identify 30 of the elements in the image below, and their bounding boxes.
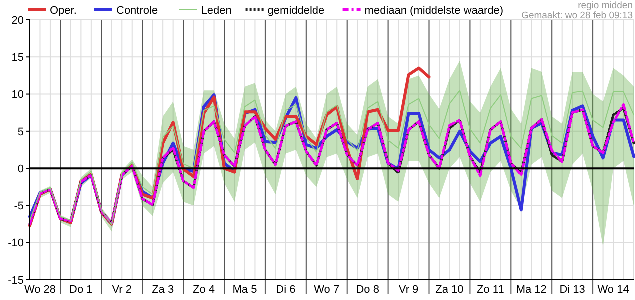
x-tick-label: Wo 28 (24, 284, 56, 296)
x-tick-label: Di 13 (560, 284, 586, 296)
y-tick-label: 0 (18, 163, 24, 176)
x-tick-label: Wo 14 (598, 284, 630, 296)
x-tick-label: Zo 4 (193, 284, 216, 296)
x-tick-label: Ma 12 (516, 284, 547, 296)
y-tick-label: 20 (12, 14, 24, 27)
legend-label: mediaan (middelste waarde) (364, 4, 504, 17)
x-tick-label: Za 10 (436, 284, 464, 296)
legend-label: Controle (116, 4, 158, 17)
annotation: Gemaakt: wo 28 feb 09:13 (522, 10, 633, 22)
x-tick-label: Do 8 (356, 284, 380, 296)
x-tick-label: Di 6 (276, 284, 296, 296)
y-tick-label: 15 (12, 52, 24, 64)
x-tick-label: Zo 11 (477, 284, 504, 296)
x-tick-label: Za 3 (152, 284, 174, 296)
legend-label: Oper. (50, 4, 77, 17)
y-tick-label: -15 (8, 274, 24, 287)
x-tick-label: Do 1 (70, 284, 93, 296)
legend-label: Leden (201, 4, 232, 17)
y-tick-label: -10 (8, 238, 24, 250)
x-tick-label: Vr 2 (112, 284, 132, 296)
text: regio midden (578, 0, 633, 12)
legend-label: gemiddelde (268, 4, 325, 17)
y-tick-label: 5 (18, 126, 24, 138)
y-tick-label: -5 (14, 200, 24, 213)
x-tick-label: Ma 5 (232, 284, 258, 296)
x-tick-label: Wo 7 (314, 284, 340, 296)
x-tick-label: Vr 9 (398, 284, 419, 296)
y-tick-label: 10 (12, 89, 24, 102)
